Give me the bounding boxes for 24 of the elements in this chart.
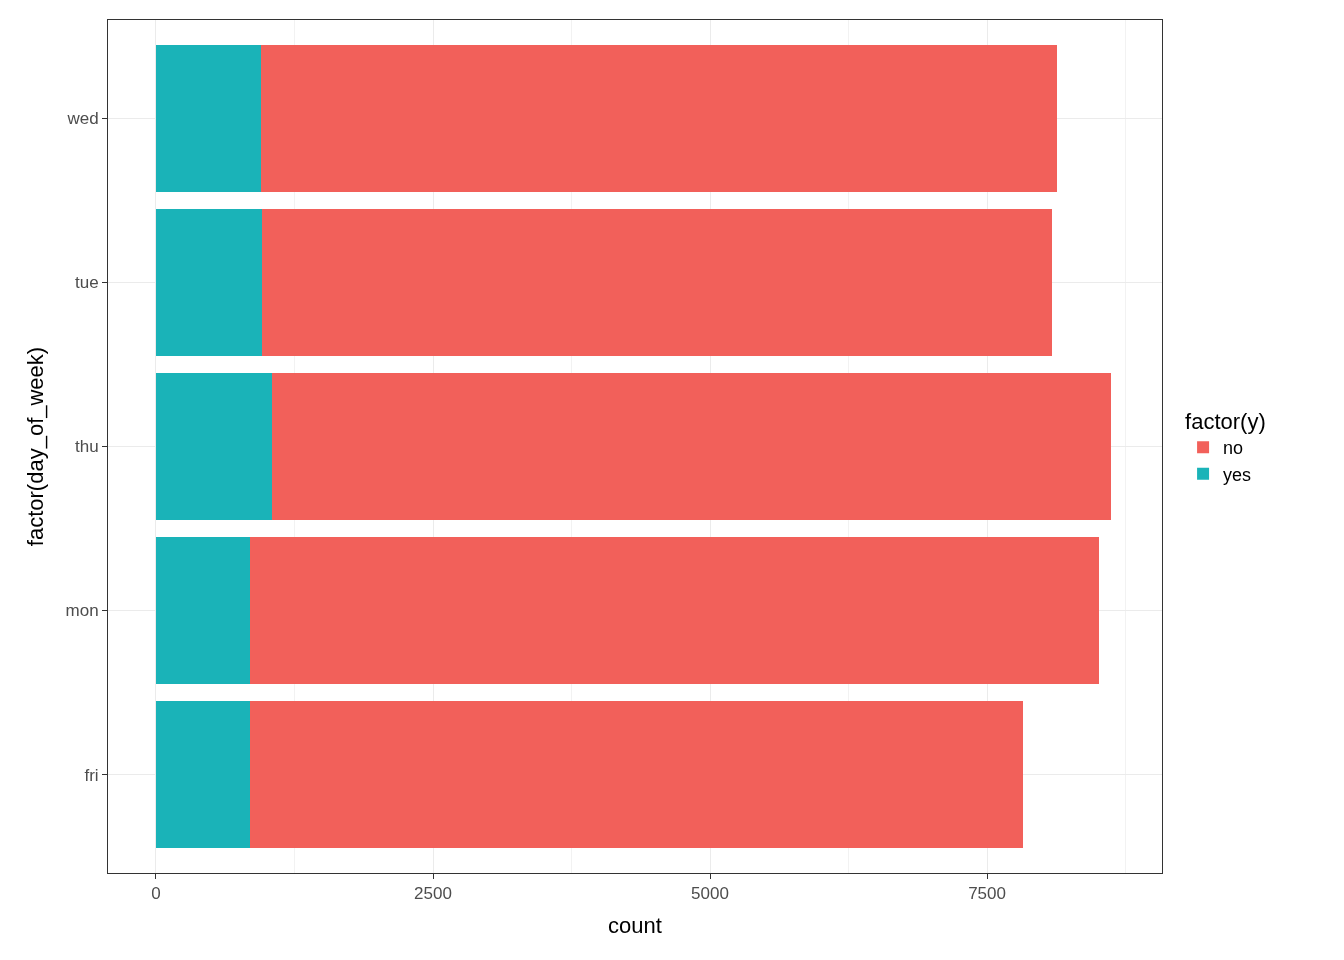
bar [249, 536, 1100, 685]
x-axis-title: count [608, 913, 662, 939]
legend-label: no [1223, 438, 1244, 459]
y-axis-title: factor(day_of_week) [23, 346, 49, 547]
x-tick-label: 5000 [691, 884, 729, 904]
bar [155, 372, 272, 521]
x-tick-label: 0 [151, 884, 161, 904]
x-tick-label: 2500 [414, 884, 452, 904]
bar [155, 536, 250, 685]
y-tick-label: mon [65, 601, 99, 621]
bar [261, 44, 1058, 193]
bar [155, 44, 262, 193]
bar [155, 700, 250, 849]
y-tick-label: fri [84, 765, 99, 785]
bar [155, 208, 262, 357]
legend-title: factor(y) [1185, 409, 1266, 435]
y-tick-label: thu [74, 437, 99, 457]
y-tick-label: wed [66, 109, 99, 129]
bar [271, 372, 1112, 521]
bar [261, 208, 1053, 357]
y-tick-label: tue [74, 273, 99, 293]
bar [249, 700, 1024, 849]
x-tick-label: 7500 [968, 884, 1006, 904]
legend-label: yes [1223, 464, 1252, 485]
